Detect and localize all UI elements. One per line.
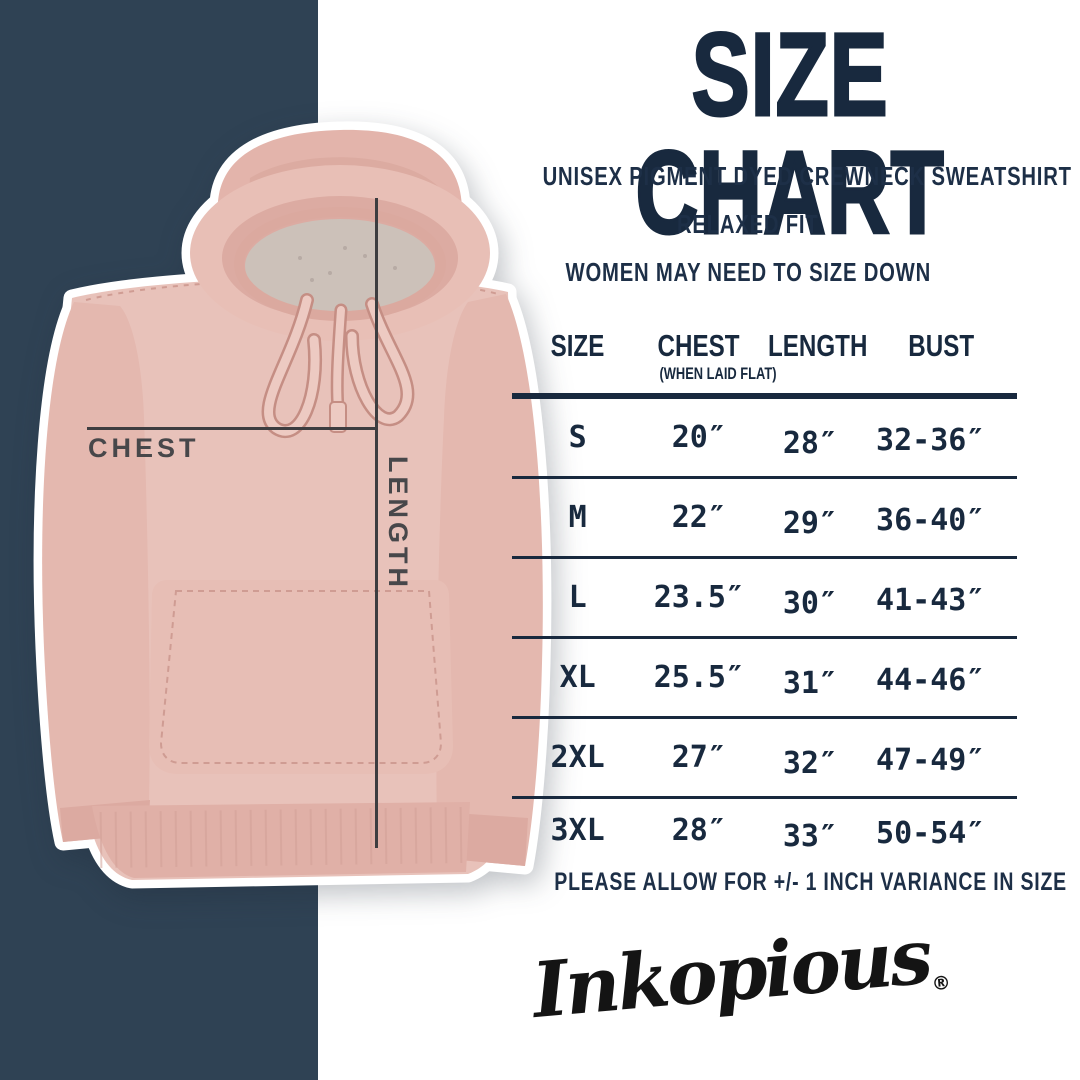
- cell-size: S: [568, 420, 587, 455]
- header-bust: BUST: [865, 322, 1017, 393]
- table-row: L 23.5″ 30″ 41-43″: [512, 559, 1017, 639]
- size-table-header: SIZE CHEST (WHEN LAID FLAT) LENGTH BUST: [512, 322, 1017, 399]
- cell-bust: 50-54″: [876, 815, 985, 851]
- title-block: SIZE CHART: [520, 9, 1060, 259]
- brand-logo-text: Inkopious®: [528, 910, 951, 1035]
- page-title: SIZE CHART: [634, 9, 945, 259]
- cell-bust: 47-49″: [876, 743, 985, 778]
- cell-chest: 27″: [671, 740, 726, 775]
- right-sleeve: [436, 294, 543, 866]
- variance-note: PLEASE ALLOW FOR +/- 1 INCH VARIANCE IN …: [482, 868, 1066, 897]
- header-bust-label: BUST: [908, 328, 975, 363]
- cell-length: 32″: [782, 746, 838, 781]
- cell-size: M: [568, 500, 587, 535]
- registered-trademark-symbol: ®: [930, 971, 952, 996]
- cell-size: 2XL: [550, 740, 605, 775]
- cell-length: 29″: [782, 506, 838, 541]
- left-sleeve: [42, 302, 150, 842]
- chest-measure-line: [87, 427, 378, 430]
- table-row: 3XL 28″ 33″ 50-54″: [512, 799, 1017, 861]
- cell-chest: 23.5″: [653, 580, 744, 615]
- cell-length: 28″: [782, 426, 838, 461]
- header-length-label: LENGTH: [768, 328, 868, 363]
- cell-bust: 41-43″: [876, 583, 985, 618]
- cell-size: XL: [559, 660, 596, 695]
- cell-size: L: [568, 580, 587, 615]
- cell-chest: 25.5″: [653, 660, 744, 695]
- cell-bust: 44-46″: [876, 663, 985, 698]
- table-row: M 22″ 29″ 36-40″: [512, 479, 1017, 559]
- cell-size: 3XL: [550, 812, 605, 848]
- header-size-label: SIZE: [550, 328, 605, 363]
- cell-chest: 20″: [671, 420, 726, 455]
- cell-length: 30″: [782, 586, 838, 621]
- collar-interior: [245, 219, 435, 313]
- header-size: SIZE: [512, 322, 643, 393]
- header-length: LENGTH: [754, 322, 868, 393]
- cell-bust: 36-40″: [876, 503, 985, 538]
- pocket: [149, 580, 453, 774]
- subtitle-sizing-advice: WOMEN MAY NEED TO SIZE DOWN: [468, 257, 1028, 288]
- hoodie-illustration: [33, 121, 552, 889]
- brand-logo: Inkopious®: [460, 912, 1020, 1035]
- cell-length: 33″: [782, 818, 838, 854]
- chest-measure-label: CHEST: [88, 433, 200, 463]
- header-chest: CHEST (WHEN LAID FLAT): [643, 322, 777, 393]
- brand-wordmark: Inkopious: [528, 911, 933, 1035]
- table-row: S 20″ 28″ 32-36″: [512, 399, 1017, 479]
- cell-chest: 28″: [671, 812, 726, 848]
- length-measure-label: LENGTH: [383, 456, 413, 591]
- header-chest-sublabel: (WHEN LAID FLAT): [659, 365, 777, 383]
- subtitle-fit: RELAXED FIT: [468, 209, 1028, 240]
- subtitle-product: UNISEX PIGMENT DYED CREWNECK SWEATSHIRT: [468, 161, 1071, 192]
- table-row: XL 25.5″ 31″ 44-46″: [512, 639, 1017, 719]
- size-table: SIZE CHEST (WHEN LAID FLAT) LENGTH BUST …: [512, 322, 1017, 861]
- subtitle-sizing-advice-text: WOMEN MAY NEED TO SIZE DOWN: [565, 257, 931, 287]
- length-measure-line: [375, 198, 378, 848]
- subtitle-product-text: UNISEX PIGMENT DYED CREWNECK SWEATSHIRT: [542, 161, 1072, 191]
- header-chest-label: CHEST: [657, 328, 740, 363]
- cell-chest: 22″: [671, 500, 726, 535]
- table-row: 2XL 27″ 32″ 47-49″: [512, 719, 1017, 799]
- variance-note-text: PLEASE ALLOW FOR +/- 1 INCH VARIANCE IN …: [554, 868, 1067, 896]
- cell-length: 31″: [782, 666, 838, 701]
- cell-bust: 32-36″: [876, 423, 985, 458]
- subtitle-fit-text: RELAXED FIT: [677, 209, 819, 239]
